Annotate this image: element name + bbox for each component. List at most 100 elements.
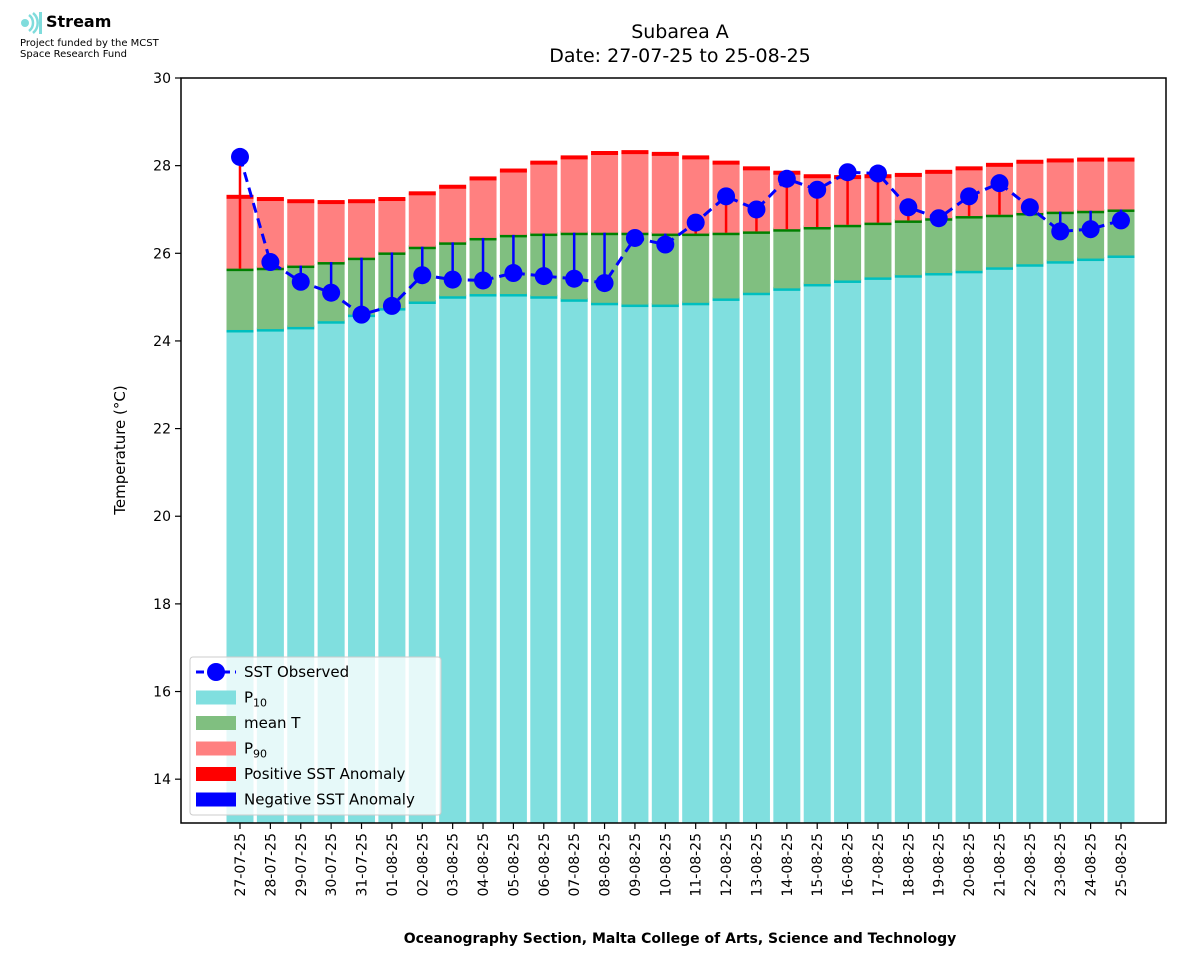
bar-p90 (348, 200, 376, 258)
bar-mean-edge (985, 213, 1013, 218)
y-tick-label: 24 (153, 334, 171, 350)
bar-p90 (499, 170, 527, 235)
legend-label: P90 (244, 740, 267, 761)
sst-point (838, 163, 857, 182)
x-tick-label: 01-08-25 (385, 833, 401, 897)
bar-p10-edge (499, 292, 527, 297)
sst-point (990, 174, 1009, 193)
bar-p90 (439, 186, 467, 243)
bar-p90-edge (469, 176, 497, 181)
bar-p10-edge (439, 294, 467, 299)
bar-p10-edge (985, 265, 1013, 270)
bar-mean (256, 267, 284, 330)
x-tick-label: 31-07-25 (355, 833, 371, 897)
sst-point (777, 169, 796, 188)
bar-p10-edge (955, 269, 983, 274)
bar-p10 (955, 270, 983, 824)
legend-label-text: P (244, 689, 253, 707)
y-axis-label: Temperature (°C) (111, 385, 129, 515)
bar-p10 (439, 296, 467, 823)
legend-label-text: P (244, 740, 253, 758)
bar-mean (712, 232, 740, 299)
legend-box (189, 656, 442, 816)
bar-mean (742, 231, 770, 293)
x-tick-label: 18-08-25 (901, 833, 917, 897)
bar-p10-edge (469, 292, 497, 297)
x-tick-label: 27-07-25 (233, 833, 249, 897)
sst-point (565, 269, 584, 288)
x-tick-label: 25-08-25 (1114, 833, 1130, 897)
y-tick-label: 30 (153, 71, 171, 87)
y-tick-label: 14 (153, 772, 171, 788)
legend-label-subscript: 10 (253, 697, 267, 710)
bar-p10 (1046, 261, 1074, 823)
bar-p10 (742, 292, 770, 823)
legend-label: Positive SST Anomaly (244, 765, 405, 783)
legend-patch-swatch (196, 741, 236, 756)
bar-p10 (985, 267, 1013, 824)
bar-p90-edge (894, 172, 922, 177)
bar-p10-edge (1107, 253, 1135, 258)
stream-wave-icon (21, 12, 42, 34)
bar-p10-edge (834, 278, 862, 283)
bar-p10 (1016, 264, 1044, 823)
bar-p90-edge (439, 184, 467, 189)
sst-point (808, 180, 827, 199)
bar-p90-edge (955, 166, 983, 171)
bar-mean (985, 214, 1013, 268)
bar-p90-edge (621, 150, 649, 155)
x-tick-label: 17-08-25 (871, 833, 887, 897)
sst-point (686, 213, 705, 232)
bar-p10 (530, 296, 558, 823)
x-tick-label: 16-08-25 (841, 833, 857, 897)
sst-point (261, 253, 280, 272)
legend-label: mean T (244, 714, 301, 732)
bar-p90-edge (317, 200, 345, 205)
bar-p90-edge (348, 199, 376, 204)
bar-p90 (469, 177, 497, 238)
sst-point (747, 200, 766, 219)
x-tick-label: 13-08-25 (749, 833, 765, 897)
sst-point (382, 296, 401, 315)
bar-p10 (591, 302, 619, 823)
x-tick-label: 15-08-25 (810, 833, 826, 897)
sst-point (291, 272, 310, 291)
sst-point (352, 305, 371, 324)
sst-point (717, 187, 736, 206)
bar-p90-edge (499, 168, 527, 173)
legend-label-text: Negative SST Anomaly (244, 791, 415, 809)
legend-label: P10 (244, 689, 267, 710)
bar-p90-edge (378, 197, 406, 202)
legend-label-subscript: 90 (253, 748, 267, 761)
bar-p90-edge (408, 191, 436, 196)
legend-patch-swatch (196, 767, 236, 781)
bar-mean-edge (742, 229, 770, 234)
bar-mean-edge (682, 232, 710, 237)
bar-p10 (773, 288, 801, 824)
y-tick-label: 20 (153, 509, 171, 525)
bar-p90 (621, 151, 649, 233)
sst-point (595, 274, 614, 293)
bar-p10-edge (864, 275, 892, 280)
bar-p10-edge (317, 319, 345, 324)
bar-p90-edge (530, 160, 558, 165)
funding-line-2: Space Research Fund (20, 49, 127, 60)
bar-mean (894, 220, 922, 276)
x-tick-label: 10-08-25 (658, 833, 674, 897)
bar-p10 (803, 283, 831, 823)
x-tick-label: 07-08-25 (567, 833, 583, 897)
x-axis-label: Oceanography Section, Malta College of A… (404, 931, 957, 947)
legend-label-text: mean T (244, 714, 301, 732)
sst-point (899, 198, 918, 217)
sst-point (868, 164, 887, 183)
x-tick-label: 11-08-25 (689, 833, 705, 897)
bar-p90-edge (925, 169, 953, 174)
bar-p90-edge (1107, 157, 1135, 162)
bar-p10-edge (803, 282, 831, 287)
funding-text: Project funded by the MCST Space Researc… (20, 38, 240, 60)
sst-point (1081, 220, 1100, 239)
bar-mean-edge (712, 231, 740, 236)
bar-mean-edge (834, 223, 862, 228)
legend-label: Negative SST Anomaly (244, 791, 415, 809)
